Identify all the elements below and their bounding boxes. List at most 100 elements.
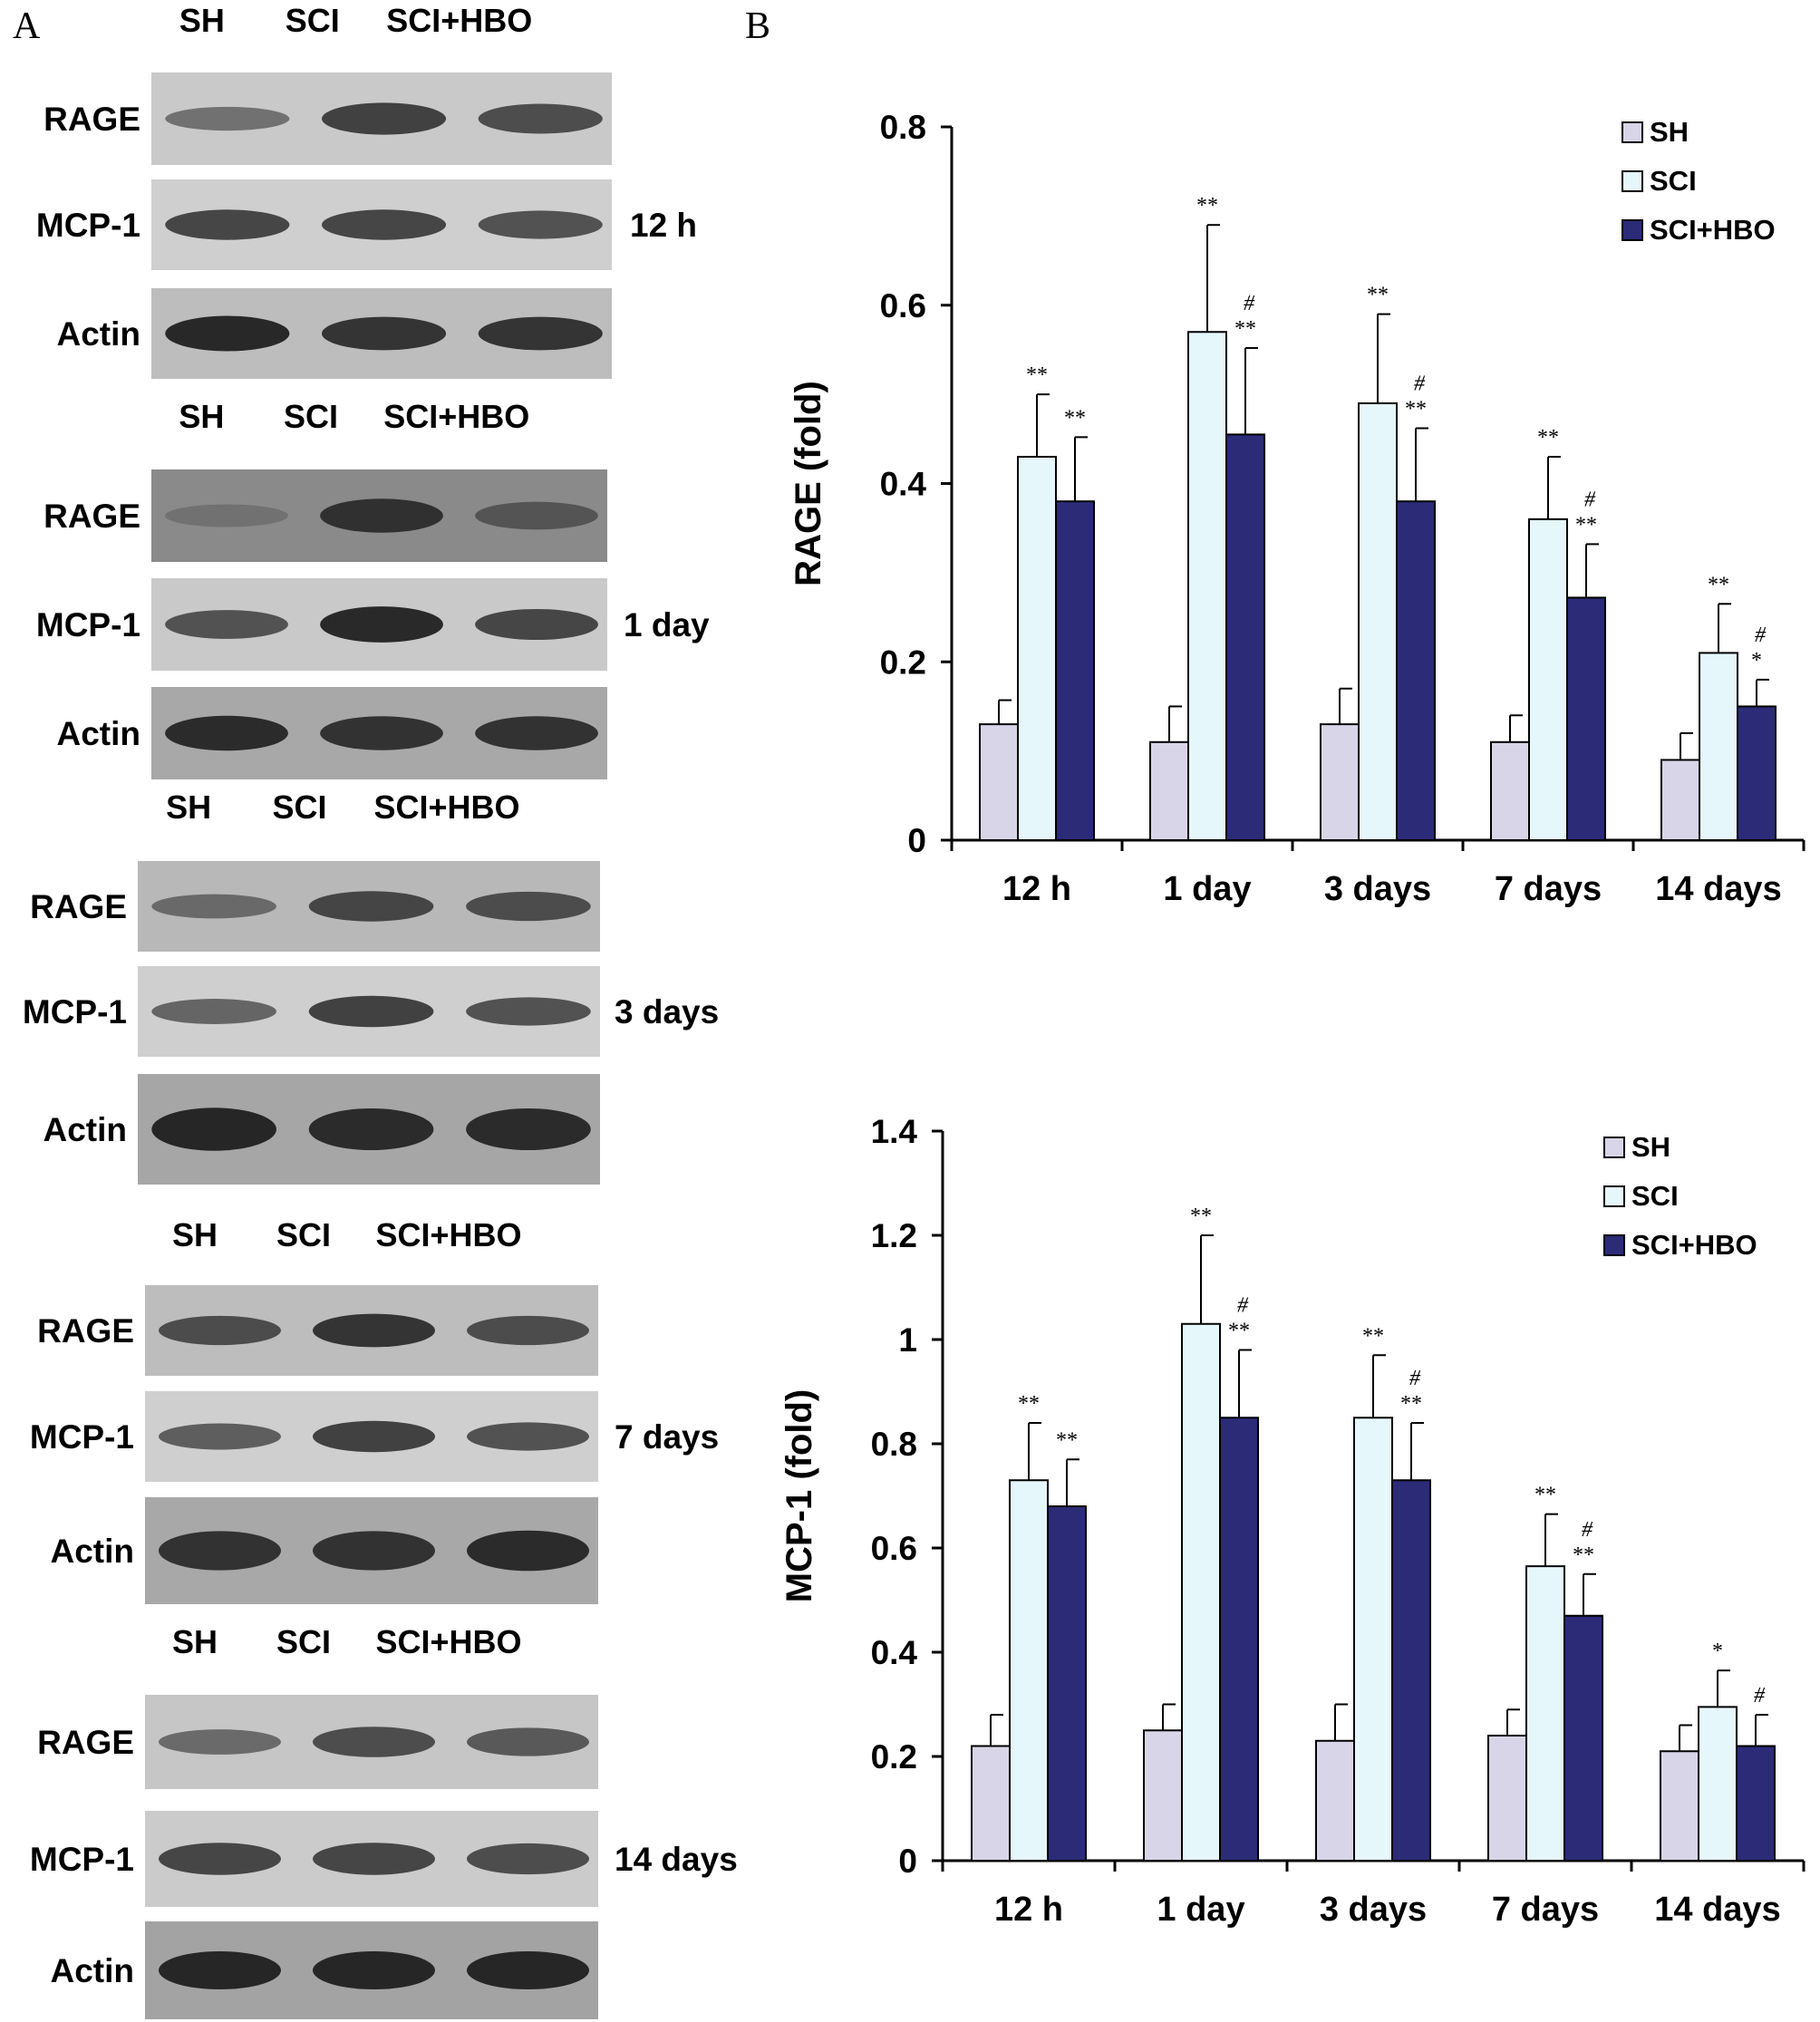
significance-mark: # bbox=[1237, 1294, 1249, 1318]
lane-label: SCI bbox=[276, 1216, 331, 1253]
blot-block: SH SCI SCI+HBO RAGE MCP-1 Actin 7 days bbox=[30, 1216, 719, 1604]
band bbox=[313, 1843, 435, 1875]
y-tick-label: 0.6 bbox=[871, 1530, 917, 1567]
y-tick-label: 1.2 bbox=[871, 1217, 917, 1254]
significance-mark: ** bbox=[1026, 363, 1048, 387]
bar-sci-hbo bbox=[1391, 1479, 1431, 1862]
bar-sci-hbo bbox=[1219, 1417, 1259, 1862]
bar-sh bbox=[1320, 723, 1360, 841]
band bbox=[313, 1313, 435, 1348]
legend-label: SCI bbox=[1631, 1180, 1679, 1212]
band bbox=[320, 498, 443, 533]
bar-sci-hbo bbox=[1396, 500, 1436, 841]
significance-mark: ** bbox=[1190, 1204, 1212, 1228]
band bbox=[165, 715, 288, 751]
band bbox=[313, 1531, 435, 1571]
band bbox=[159, 1315, 281, 1346]
protein-label: RAGE bbox=[44, 101, 140, 138]
band bbox=[321, 316, 447, 351]
band bbox=[466, 891, 591, 922]
band bbox=[313, 1950, 435, 1990]
protein-label: RAGE bbox=[37, 1724, 134, 1761]
significance-mark: * bbox=[1712, 1640, 1723, 1663]
y-tick-label: 0.8 bbox=[871, 1426, 917, 1463]
significance-mark: ** bbox=[1405, 398, 1427, 421]
bar-sci-hbo bbox=[1736, 1745, 1776, 1862]
x-tick-label: 14 days bbox=[1655, 870, 1781, 908]
bar-sci bbox=[1358, 401, 1398, 841]
bar-sci bbox=[1525, 1565, 1565, 1862]
significance-mark: ** bbox=[1056, 1428, 1078, 1452]
band bbox=[159, 1950, 281, 1990]
protein-label: Actin bbox=[51, 1952, 135, 1989]
y-tick-label: 0.8 bbox=[880, 109, 926, 146]
band bbox=[159, 1423, 281, 1450]
mcp1-bar-chart: 0 0.2 0.4 0.6 0.8 1 1.2 1.4 MCP-1 (fold) 12 h 1 da… bbox=[779, 1113, 1805, 1929]
y-tick-label: 0.2 bbox=[871, 1738, 917, 1775]
legend-label: SCI+HBO bbox=[1650, 214, 1776, 246]
lane-label: SH bbox=[179, 2, 225, 39]
bar-sci-hbo bbox=[1225, 433, 1265, 841]
timepoint-label: 14 days bbox=[615, 1841, 738, 1878]
legend-swatch bbox=[1622, 121, 1643, 143]
x-tick-label: 3 days bbox=[1320, 1891, 1427, 1929]
band bbox=[475, 501, 598, 530]
band bbox=[320, 716, 443, 750]
blot-block: SH SCI SCI+HBO RAGE MCP-1 Actin 1 day bbox=[36, 398, 710, 779]
bar-sci bbox=[1009, 1479, 1049, 1862]
legend-swatch bbox=[1603, 1185, 1625, 1207]
band bbox=[478, 103, 603, 134]
lane-label: SCI+HBO bbox=[386, 2, 532, 39]
band bbox=[308, 1108, 434, 1151]
legend-swatch bbox=[1622, 170, 1643, 192]
band bbox=[308, 995, 434, 1028]
bar-sci bbox=[1187, 331, 1227, 841]
timepoint-label: 7 days bbox=[615, 1418, 719, 1456]
bar-sci-hbo bbox=[1047, 1505, 1087, 1862]
protein-label: RAGE bbox=[37, 1312, 134, 1350]
y-tick-label: 1 bbox=[898, 1321, 917, 1359]
bar-sh bbox=[971, 1745, 1011, 1862]
protein-label: RAGE bbox=[30, 888, 127, 925]
significance-mark: ** bbox=[1708, 573, 1729, 596]
band bbox=[478, 316, 603, 351]
rage-bar-chart: 0 0.2 0.4 0.6 0.8 RAGE (fold) 12 h 1 day 3 days 7… bbox=[789, 109, 1805, 908]
timepoint-label: 1 day bbox=[624, 606, 710, 643]
band bbox=[467, 1843, 589, 1875]
significance-mark: ** bbox=[1234, 317, 1256, 341]
bar-sh bbox=[1315, 1739, 1355, 1862]
lane-label: SH bbox=[166, 788, 211, 826]
significance-mark: # bbox=[1244, 292, 1255, 315]
bar-sci bbox=[1017, 455, 1057, 841]
legend-label: SH bbox=[1631, 1131, 1670, 1163]
band bbox=[320, 606, 443, 643]
y-axis-label: MCP-1 (fold) bbox=[779, 1389, 819, 1603]
bar-sci bbox=[1698, 1706, 1738, 1862]
band bbox=[321, 209, 447, 240]
y-tick-label: 0 bbox=[898, 1843, 917, 1880]
y-tick-label: 1.4 bbox=[871, 1113, 918, 1150]
significance-mark: * bbox=[1751, 649, 1762, 672]
protein-label: MCP-1 bbox=[23, 993, 127, 1030]
bar-sci bbox=[1181, 1322, 1221, 1862]
significance-mark: # bbox=[1754, 1684, 1766, 1708]
band bbox=[466, 1108, 591, 1151]
significance-mark: # bbox=[1414, 372, 1426, 396]
y-axis-label: RAGE (fold) bbox=[789, 381, 828, 586]
band bbox=[313, 1727, 435, 1757]
significance-mark: ** bbox=[1537, 426, 1559, 450]
panel-b-letter: B bbox=[745, 5, 770, 47]
x-tick-label: 1 day bbox=[1157, 1891, 1244, 1929]
significance-mark: ** bbox=[1367, 284, 1389, 307]
protein-label: Actin bbox=[44, 1111, 128, 1148]
protein-label: Actin bbox=[51, 1533, 135, 1570]
timepoint-label: 12 h bbox=[630, 207, 697, 244]
lane-label: SCI+HBO bbox=[375, 1216, 521, 1253]
band bbox=[467, 1422, 589, 1451]
panel-a-letter: A bbox=[13, 5, 41, 47]
blot-block: SH SCI SCI+HBO RAGE MCP-1 Actin 12 h bbox=[36, 2, 697, 379]
bar-sci bbox=[1699, 652, 1738, 841]
band bbox=[466, 997, 591, 1026]
significance-mark: # bbox=[1409, 1367, 1421, 1390]
y-tick-label: 0.2 bbox=[880, 643, 926, 681]
